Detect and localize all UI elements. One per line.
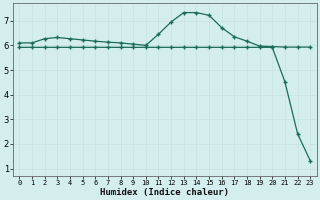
X-axis label: Humidex (Indice chaleur): Humidex (Indice chaleur) — [100, 188, 229, 197]
